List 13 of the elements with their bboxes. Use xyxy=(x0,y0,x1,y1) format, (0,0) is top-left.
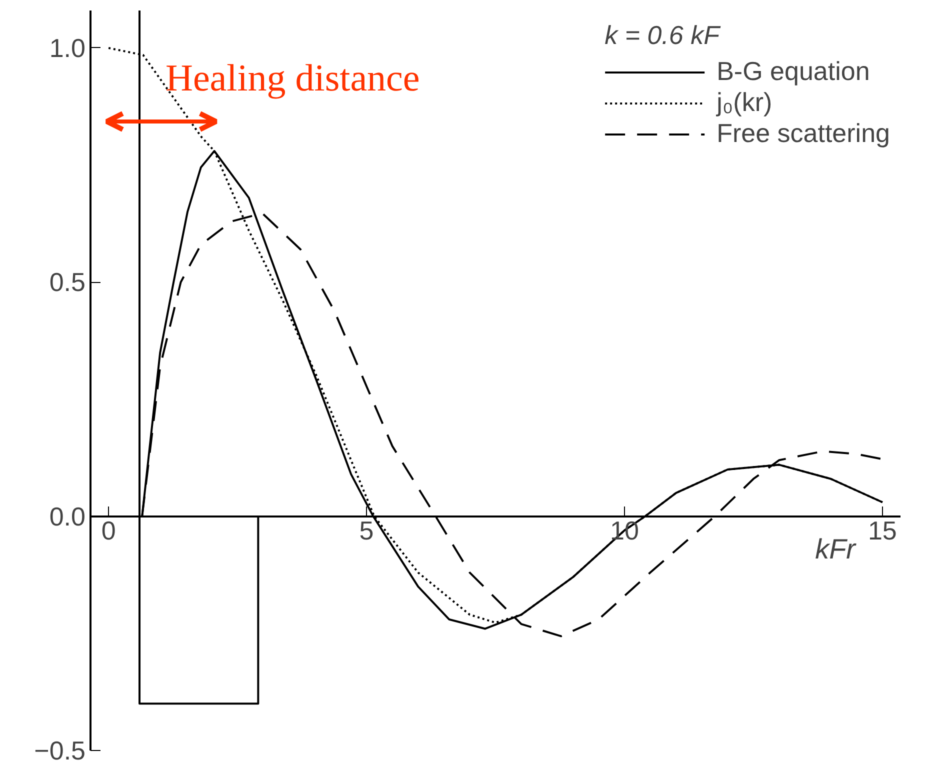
legend-label: j₀(kr) xyxy=(716,87,772,118)
y-tick-label: 0.0 xyxy=(49,501,86,532)
annotation: Healing distance xyxy=(166,58,420,100)
y-tick-label: −0.5 xyxy=(34,736,86,766)
y-tick-label: 0.5 xyxy=(49,267,86,298)
x-axis-title: kFr xyxy=(815,533,858,564)
legend-label: Free scattering xyxy=(716,118,890,149)
legend-title: k = 0.6 kF xyxy=(604,20,722,51)
x-tick-label: 15 xyxy=(868,515,897,546)
y-tick-label: 1.0 xyxy=(49,32,86,63)
x-tick-label: 0 xyxy=(101,515,116,546)
legend-label: B-G equation xyxy=(716,56,870,87)
x-tick-label: 5 xyxy=(359,515,374,546)
